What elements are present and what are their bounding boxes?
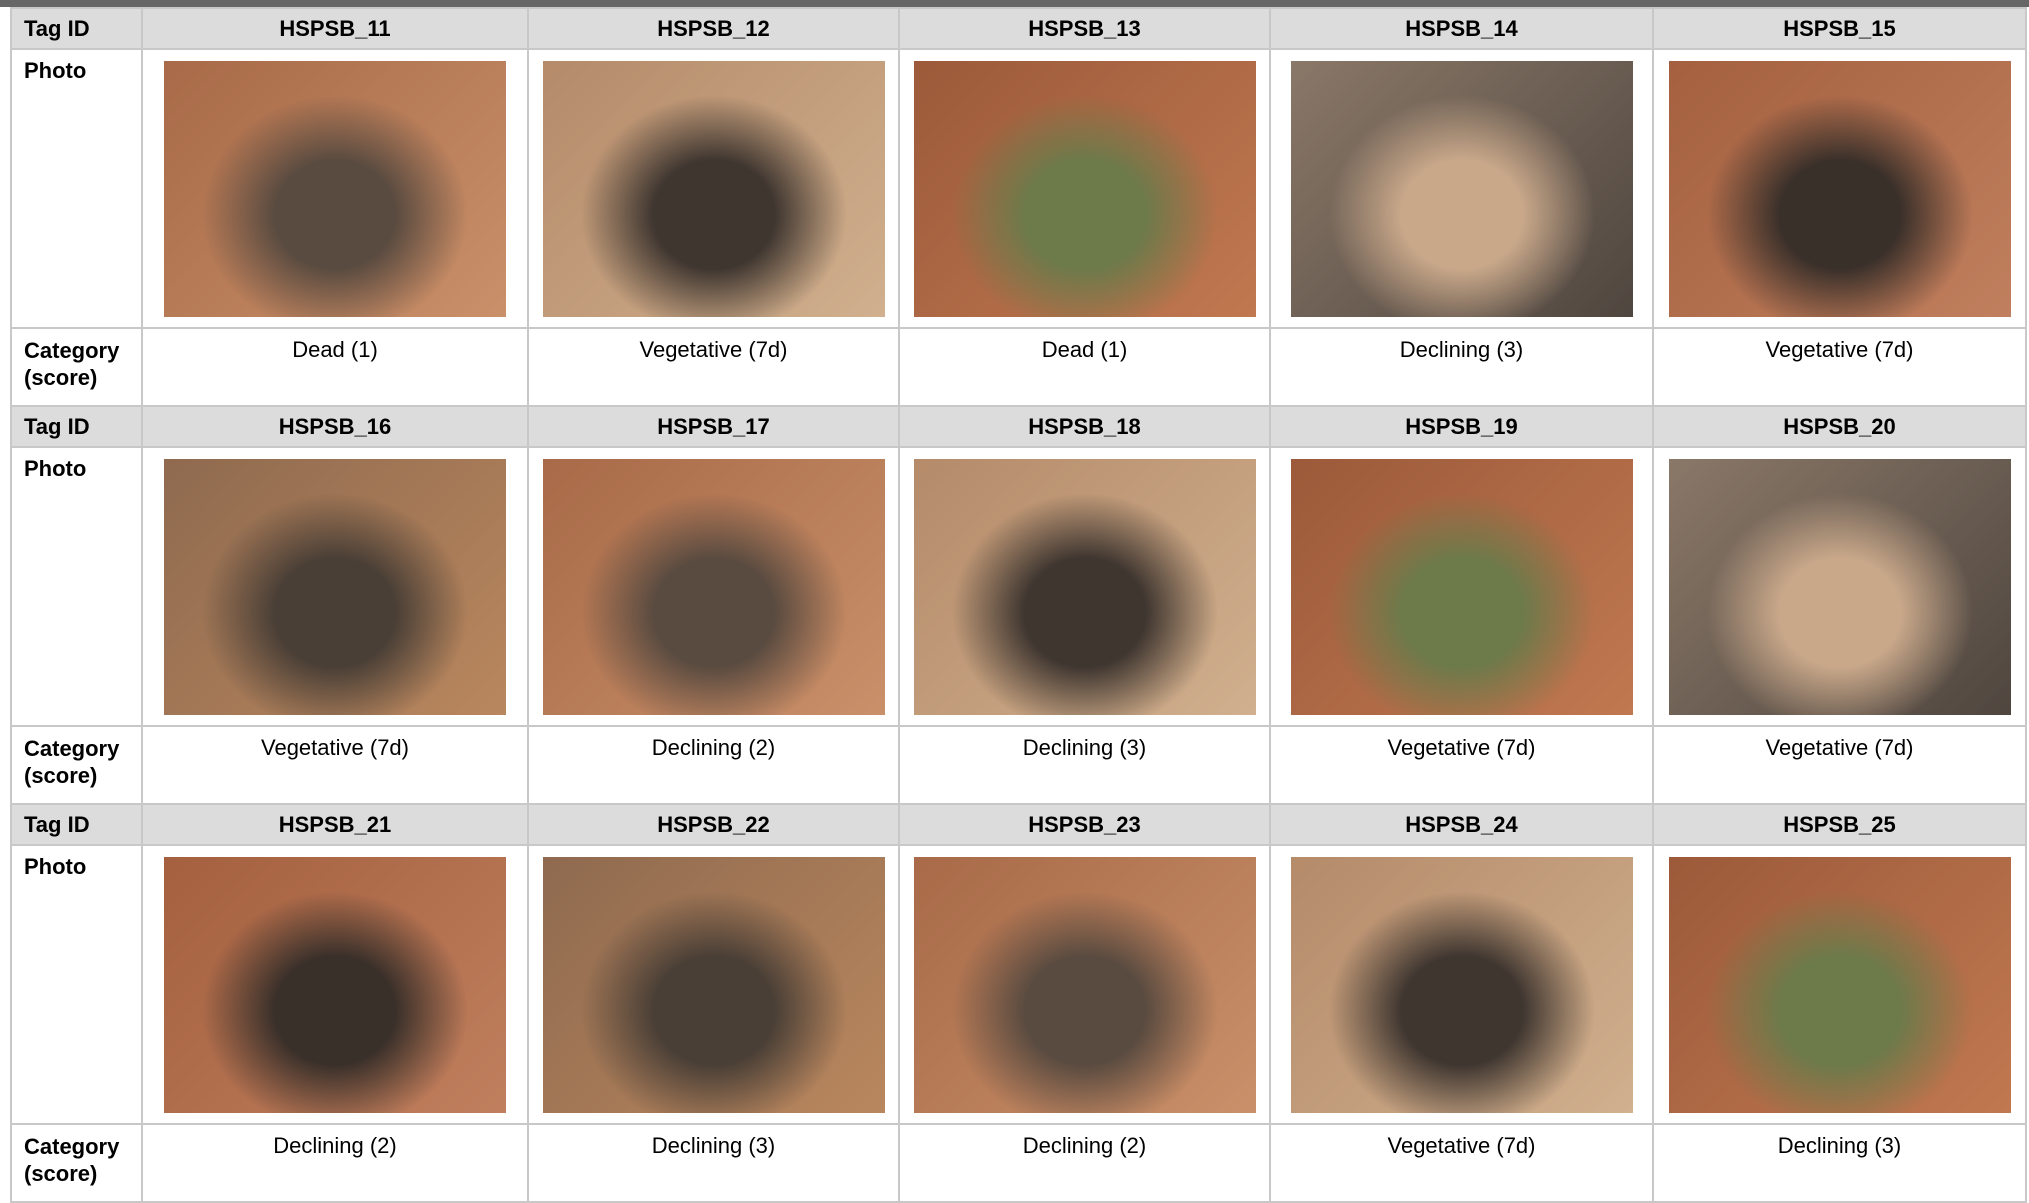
photo	[542, 856, 885, 1113]
photo-cell	[1269, 844, 1654, 1125]
photo	[913, 458, 1256, 715]
category: Dead (1)	[898, 327, 1271, 407]
photo-row: Photo	[10, 48, 2027, 329]
photo-cell	[527, 48, 900, 329]
photo	[1290, 458, 1633, 715]
tag-id: HSPSB_13	[898, 7, 1271, 50]
photo-cell	[141, 844, 529, 1125]
category: Declining (2)	[141, 1123, 529, 1203]
tag-id: HSPSB_11	[141, 7, 529, 50]
tag-id: HSPSB_23	[898, 803, 1271, 846]
tag-id: HSPSB_12	[527, 7, 900, 50]
tag-id: HSPSB_25	[1652, 803, 2027, 846]
tag-id: HSPSB_14	[1269, 7, 1654, 50]
tag-id: HSPSB_21	[141, 803, 529, 846]
tag-row: Tag ID HSPSB_11 HSPSB_12 HSPSB_13 HSPSB_14 HS…	[10, 7, 2027, 50]
category: Vegetative (7d)	[1269, 725, 1654, 805]
category: Vegetative (7d)	[1269, 1123, 1654, 1203]
photo-row: Photo	[10, 446, 2027, 727]
tag-id: HSPSB_17	[527, 405, 900, 448]
photo	[164, 856, 506, 1113]
category: Declining (3)	[898, 725, 1271, 805]
tag-id: HSPSB_15	[1652, 7, 2027, 50]
row-label: Tag ID	[10, 803, 143, 846]
photo-cell	[1652, 48, 2027, 329]
photo	[913, 856, 1256, 1113]
category-row: Category (score) Declining (2) Declining (…	[10, 1123, 2027, 1203]
row-label: Photo	[10, 48, 143, 329]
photo-cell	[1652, 446, 2027, 727]
tag-row: Tag ID HSPSB_16 HSPSB_17 HSPSB_18 HSPSB_19 HS…	[10, 405, 2027, 448]
tag-id: HSPSB_22	[527, 803, 900, 846]
row-label: Category (score)	[10, 725, 143, 805]
photo	[913, 60, 1256, 317]
photo-cell	[527, 446, 900, 727]
tag-row: Tag ID HSPSB_21 HSPSB_22 HSPSB_23 HSPSB_24 HS…	[10, 803, 2027, 846]
photo	[1668, 60, 2011, 317]
category: Vegetative (7d)	[527, 327, 900, 407]
photo	[1290, 60, 1633, 317]
photo	[1668, 458, 2011, 715]
photo	[1668, 856, 2011, 1113]
tag-id: HSPSB_18	[898, 405, 1271, 448]
category: Declining (2)	[527, 725, 900, 805]
photo-cell	[898, 844, 1271, 1125]
category: Declining (3)	[1269, 327, 1654, 407]
photo-cell	[1269, 446, 1654, 727]
category-row: Category (score) Dead (1) Vegetative (7d) D…	[10, 327, 2027, 407]
category: Declining (2)	[898, 1123, 1271, 1203]
category: Dead (1)	[141, 327, 529, 407]
row-label: Photo	[10, 844, 143, 1125]
photo-cell	[1652, 844, 2027, 1125]
row-label: Tag ID	[10, 7, 143, 50]
category: Declining (3)	[527, 1123, 900, 1203]
row-label: Category (score)	[10, 1123, 143, 1203]
photo-cell	[141, 446, 529, 727]
photo-cell	[898, 446, 1271, 727]
photo-cell	[1269, 48, 1654, 329]
category: Vegetative (7d)	[1652, 327, 2027, 407]
category: Vegetative (7d)	[1652, 725, 2027, 805]
photo	[542, 60, 885, 317]
photo	[164, 60, 506, 317]
row-label: Photo	[10, 446, 143, 727]
photo	[1290, 856, 1633, 1113]
row-label: Tag ID	[10, 405, 143, 448]
tag-id: HSPSB_20	[1652, 405, 2027, 448]
plant-table: Tag ID HSPSB_11 HSPSB_12 HSPSB_13 HSPSB_14 HS…	[10, 7, 2027, 1203]
table-body: Tag ID HSPSB_11 HSPSB_12 HSPSB_13 HSPSB_14 HS…	[10, 7, 2027, 1203]
photo-cell	[527, 844, 900, 1125]
top-bar	[0, 0, 2029, 7]
tag-id: HSPSB_24	[1269, 803, 1654, 846]
photo-row: Photo	[10, 844, 2027, 1125]
photo-cell	[898, 48, 1271, 329]
category: Declining (3)	[1652, 1123, 2027, 1203]
photo	[542, 458, 885, 715]
category-row: Category (score) Vegetative (7d) Declining…	[10, 725, 2027, 805]
tag-id: HSPSB_16	[141, 405, 529, 448]
category: Vegetative (7d)	[141, 725, 529, 805]
photo	[164, 458, 506, 715]
tag-id: HSPSB_19	[1269, 405, 1654, 448]
photo-cell	[141, 48, 529, 329]
row-label: Category (score)	[10, 327, 143, 407]
